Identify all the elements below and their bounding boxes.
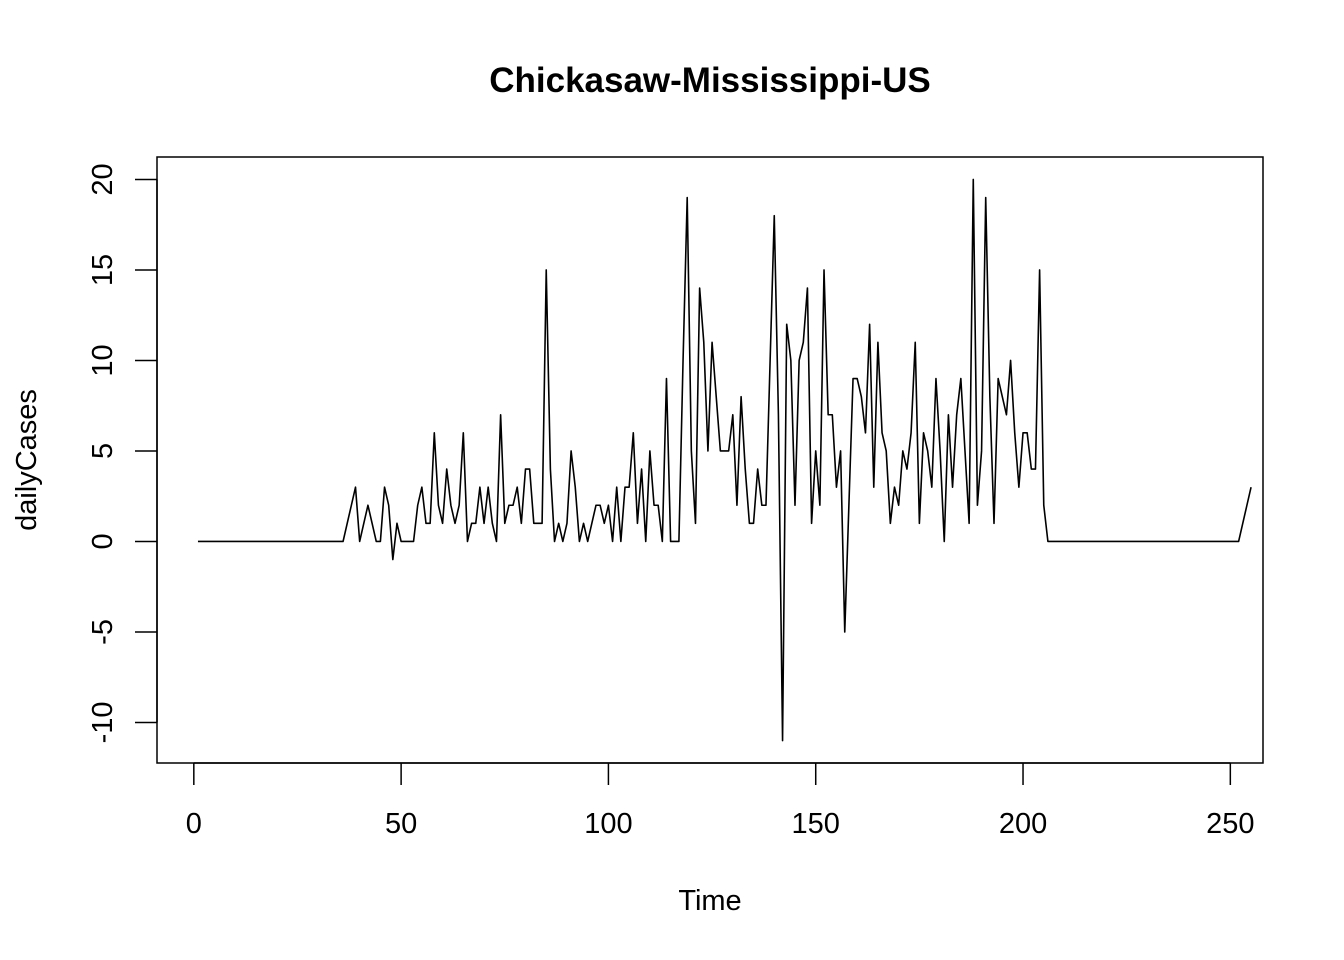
- x-tick-label: 150: [792, 808, 840, 840]
- y-axis: -10 -5 0 5 10 15 20: [87, 163, 158, 743]
- y-tick-label: 10: [87, 344, 119, 376]
- y-tick-label: 15: [87, 254, 119, 286]
- x-tick-label: 50: [385, 808, 417, 840]
- series-line: [197, 178, 1252, 742]
- x-axis: 0 50 100 150 200 250: [186, 762, 1255, 840]
- y-tick-label: -5: [87, 619, 119, 645]
- plot-frame: [156, 156, 1264, 764]
- y-tick-label: 20: [87, 163, 119, 195]
- x-axis-label: Time: [678, 885, 741, 917]
- x-tick-label: 100: [584, 808, 632, 840]
- y-axis-label: dailyCases: [11, 389, 43, 531]
- x-tick-label: 250: [1206, 808, 1254, 840]
- x-tick-label: 0: [186, 808, 202, 840]
- x-tick-label: 200: [999, 808, 1047, 840]
- y-tick-label: -10: [87, 701, 119, 743]
- y-tick-label: 5: [87, 443, 119, 459]
- chart-title: Chickasaw-Mississippi-US: [489, 61, 931, 100]
- y-tick-label: 0: [87, 533, 119, 549]
